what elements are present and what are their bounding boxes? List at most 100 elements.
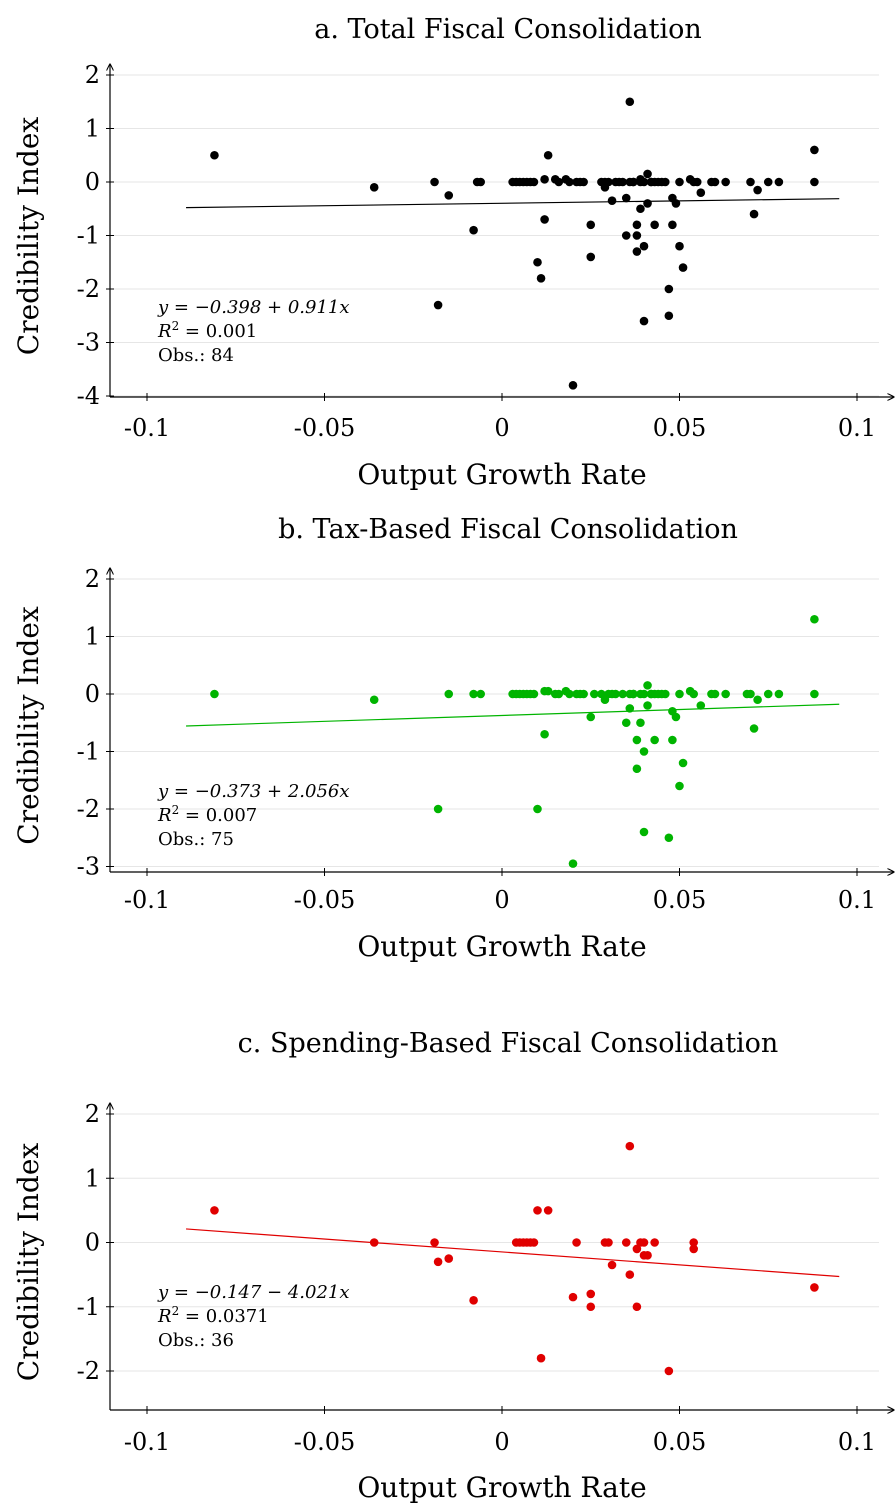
regression-equation: y = −0.398 + 0.911x	[157, 297, 350, 318]
data-point	[632, 735, 642, 745]
data-point	[586, 220, 596, 230]
data-point	[625, 1270, 635, 1279]
data-point	[533, 1206, 542, 1215]
data-point	[710, 689, 720, 699]
data-point	[529, 689, 539, 699]
data-point	[210, 689, 219, 699]
y-tick-label: 2	[85, 61, 100, 89]
data-point	[210, 1206, 219, 1215]
data-point	[632, 231, 642, 240]
x-tick-label: -0.1	[124, 414, 170, 442]
data-point	[469, 689, 478, 699]
data-point	[632, 247, 642, 256]
data-point	[639, 316, 649, 326]
data-point	[675, 241, 684, 251]
data-point	[675, 177, 684, 187]
data-point	[671, 712, 681, 722]
data-point	[565, 689, 574, 699]
data-point	[625, 704, 635, 713]
y-axis-title: Credibility Index	[12, 1143, 45, 1382]
data-point	[604, 177, 613, 187]
data-point	[586, 1302, 596, 1312]
data-point	[369, 183, 379, 192]
data-point	[618, 177, 627, 187]
data-point	[621, 1238, 631, 1247]
data-point	[369, 695, 379, 705]
data-point	[568, 1292, 578, 1302]
x-tick-label: 0	[494, 1428, 509, 1456]
data-point	[721, 689, 730, 699]
x-tick-label: -0.05	[294, 414, 356, 442]
data-point	[590, 689, 599, 699]
data-point	[639, 747, 649, 756]
data-point	[689, 689, 698, 699]
data-point	[650, 220, 659, 230]
data-point	[639, 1238, 649, 1247]
y-tick-label: 1	[85, 115, 100, 143]
data-point	[540, 729, 549, 739]
data-point	[774, 689, 784, 699]
data-point	[753, 695, 762, 705]
data-point	[763, 689, 773, 699]
data-point	[763, 177, 773, 187]
data-point	[543, 150, 553, 160]
y-tick-label: 0	[85, 680, 100, 708]
data-point	[369, 1238, 379, 1247]
data-point	[689, 1238, 698, 1247]
data-point	[746, 689, 755, 699]
data-point	[692, 177, 702, 187]
data-point	[664, 1366, 674, 1376]
data-point	[632, 1244, 642, 1254]
data-point	[565, 177, 574, 187]
data-point	[625, 97, 635, 107]
y-tick-label: 0	[85, 168, 100, 196]
data-point	[554, 689, 564, 699]
data-point	[621, 718, 631, 728]
observation-count: Obs.: 36	[158, 1330, 234, 1351]
data-point	[611, 689, 620, 699]
r-squared: R2 = 0.007	[157, 803, 257, 826]
y-tick-label: 1	[85, 1164, 100, 1192]
data-point	[536, 274, 546, 283]
data-point	[749, 724, 759, 733]
y-tick-label: -1	[77, 1293, 100, 1321]
data-point	[586, 712, 596, 722]
data-point	[621, 193, 631, 203]
data-point	[607, 196, 617, 206]
data-point	[568, 381, 578, 390]
data-point	[689, 1244, 698, 1254]
data-point	[668, 735, 677, 745]
data-point	[678, 263, 688, 272]
data-point	[774, 177, 784, 187]
data-point	[810, 1283, 819, 1292]
chart-title: a. Total Fiscal Consolidation	[314, 14, 701, 45]
data-point	[621, 231, 631, 240]
x-axis-title: Output Growth Rate	[357, 1471, 646, 1504]
x-axis-title: Output Growth Rate	[357, 458, 646, 491]
data-point	[543, 686, 553, 696]
chart-title: c. Spending-Based Fiscal Consolidation	[238, 1028, 779, 1059]
data-point	[526, 1238, 535, 1247]
data-point	[664, 311, 674, 321]
y-tick-label: -1	[77, 222, 100, 250]
data-point	[639, 241, 649, 251]
x-axis-title: Output Growth Rate	[357, 930, 646, 963]
data-point	[469, 1296, 478, 1305]
data-point	[664, 833, 674, 843]
data-point	[579, 689, 588, 699]
y-tick-label: -1	[77, 738, 100, 766]
data-point	[632, 220, 642, 230]
data-point	[710, 177, 720, 187]
y-tick-label: -2	[77, 795, 100, 823]
data-point	[543, 1206, 553, 1215]
data-point	[636, 204, 645, 214]
data-point	[746, 177, 755, 187]
data-point	[661, 689, 670, 699]
chart-title: b. Tax-Based Fiscal Consolidation	[278, 514, 738, 545]
data-point	[430, 1238, 439, 1247]
x-tick-label: 0.1	[838, 414, 876, 442]
data-point	[607, 1260, 617, 1270]
data-point	[568, 859, 578, 868]
data-point	[586, 1289, 596, 1299]
